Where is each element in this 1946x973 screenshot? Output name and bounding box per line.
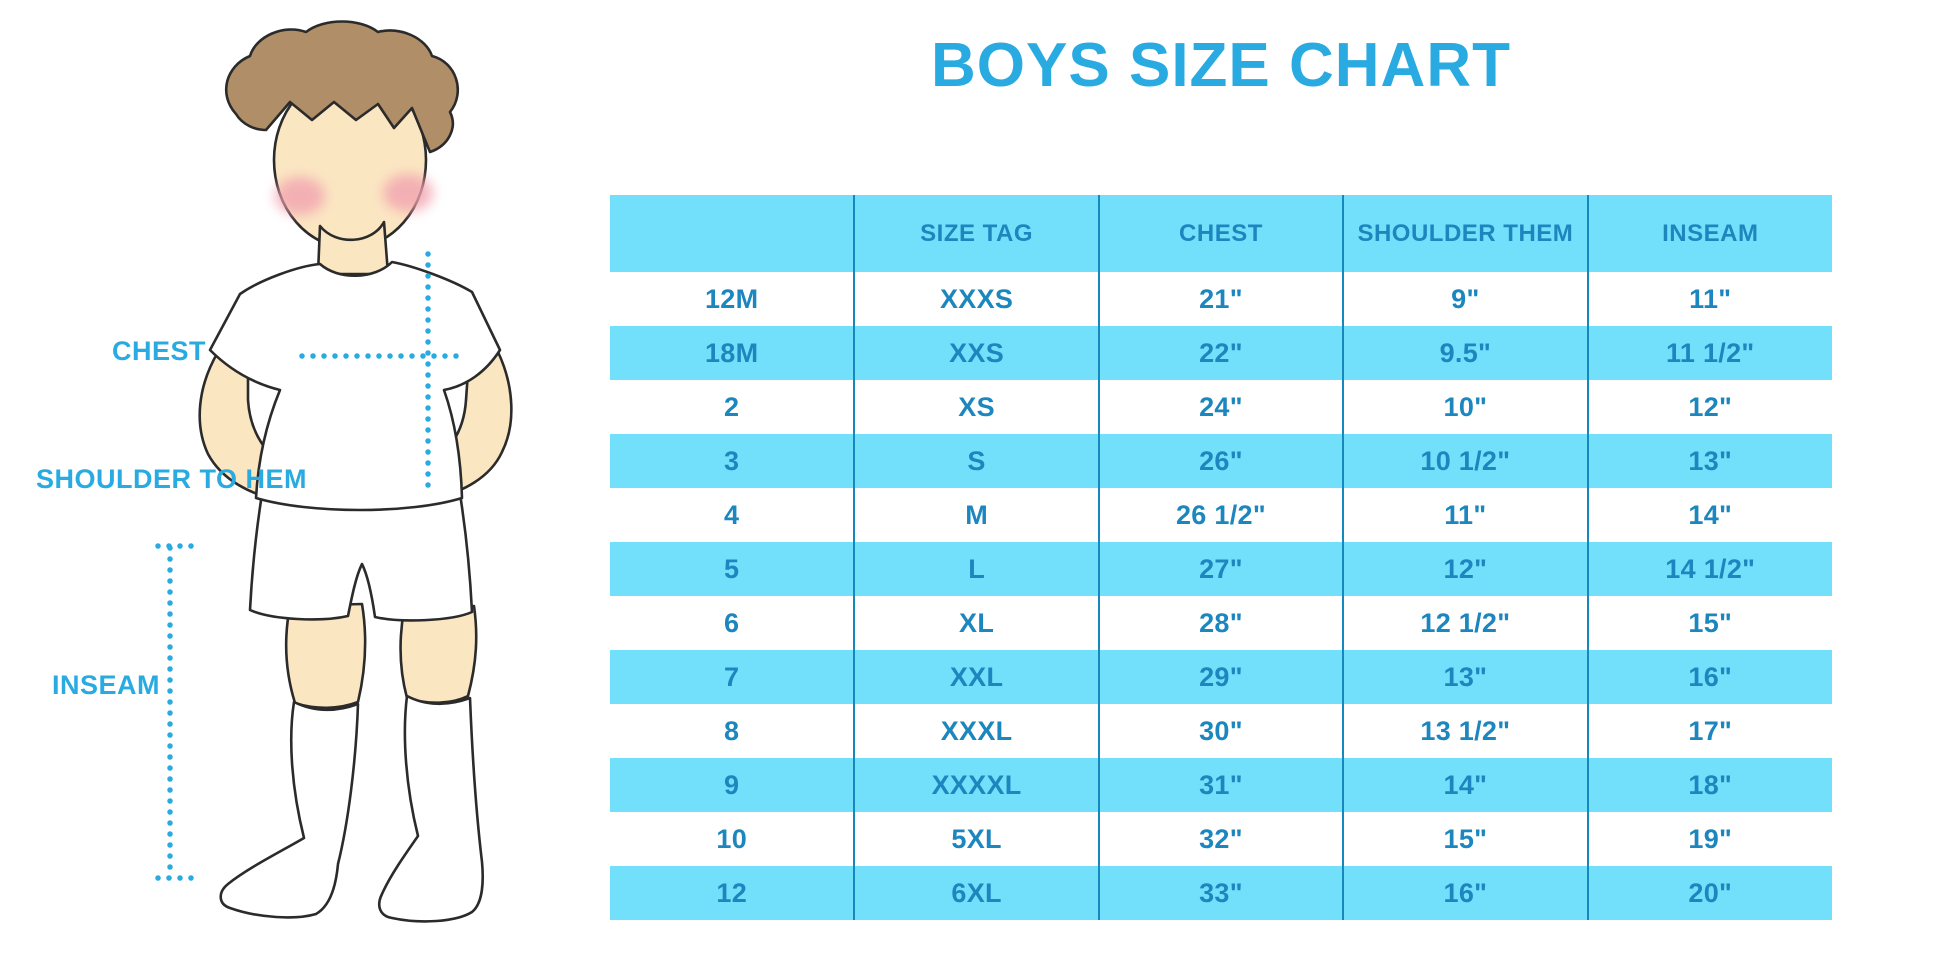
table-cell: XXS xyxy=(854,326,1100,380)
table-cell: 11" xyxy=(1343,488,1589,542)
table-cell: 11 1/2" xyxy=(1666,337,1755,368)
table-row: 9 XXXXL 31" 14" 18" xyxy=(610,758,1832,812)
table-cell: 16" xyxy=(1688,661,1733,692)
table-cell: 5 xyxy=(610,542,856,596)
table-cell: 26" xyxy=(1098,434,1345,488)
table-cell: 2 xyxy=(610,380,856,434)
table-cell: 24" xyxy=(1098,380,1345,434)
table-cell: XS xyxy=(854,380,1100,434)
table-cell: 9 xyxy=(610,758,856,812)
table-cell: 11" xyxy=(1689,283,1732,314)
page-title: BOYS SIZE CHART xyxy=(931,31,1511,100)
table-row: 3 S 26" 10 1/2" 13" xyxy=(610,434,1832,488)
table-row: 7 XXL 29" 13" 16" xyxy=(610,650,1832,704)
header-row: SIZE TAG CHEST SHOULDER THEM INSEAM xyxy=(610,195,1832,272)
table-cell: XXL xyxy=(854,650,1100,704)
table-cell: M xyxy=(854,488,1100,542)
col-header-shoulder-them: SHOULDER THEM xyxy=(1343,195,1589,272)
table-cell: 15" xyxy=(1343,812,1589,866)
table-cell: 13" xyxy=(1343,650,1589,704)
table-cell: 13 1/2" xyxy=(1343,704,1589,758)
shorts xyxy=(248,492,474,622)
table-row: 12 6XL 33" 16" 20" xyxy=(610,866,1832,920)
table-cell: 12M xyxy=(610,272,856,326)
table-cell: 10 xyxy=(610,812,856,866)
table-row: 18M XXS 22" 9.5" 11 1/2" xyxy=(610,326,1832,380)
table-row: 2 XS 24" 10" 12" xyxy=(610,380,1832,434)
shoulder-to-hem-label: SHOULDER TO HEM xyxy=(36,464,308,494)
size-chart-table-wrap: SIZE TAG CHEST SHOULDER THEM INSEAM 12M XXXS… xyxy=(610,195,1832,920)
legs xyxy=(284,602,478,710)
table-cell: 5XL xyxy=(854,812,1100,866)
measurement-lines xyxy=(155,251,466,881)
table-cell: 20" xyxy=(1688,877,1733,908)
table-cell: 8 xyxy=(610,704,856,758)
table-cell: 18" xyxy=(1688,769,1733,800)
table-cell: 28" xyxy=(1098,596,1345,650)
table-cell: 9.5" xyxy=(1343,326,1589,380)
hair xyxy=(224,20,460,154)
table-row: 10 5XL 32" 15" 19" xyxy=(610,812,1832,866)
cheek-left xyxy=(275,177,325,215)
table-cell: 14" xyxy=(1688,499,1733,530)
col-header-size-tag: SIZE TAG xyxy=(854,195,1100,272)
table-cell: XL xyxy=(854,596,1100,650)
table-cell: 6XL xyxy=(854,866,1100,920)
table-cell: 18M xyxy=(610,326,856,380)
col-header-inseam: INSEAM xyxy=(1662,219,1759,247)
measurement-illustration: CHEST SHOULDER TO HEM INSEAM xyxy=(0,0,520,973)
table-cell: 19" xyxy=(1688,823,1733,854)
table-cell: 15" xyxy=(1688,607,1733,638)
table-cell: 17" xyxy=(1688,715,1733,746)
table-cell: 7 xyxy=(610,650,856,704)
table-body: 12M XXXS 21" 9" 11" 18M XXS 22" 9.5" 11 1/2" 2 XS 24… xyxy=(610,272,1832,920)
table-row: 12M XXXS 21" 9" 11" xyxy=(610,272,1832,326)
cheek-right xyxy=(383,174,433,212)
table-cell: 30" xyxy=(1098,704,1345,758)
table-cell: 10 1/2" xyxy=(1343,434,1589,488)
table-cell: 12" xyxy=(1343,542,1589,596)
table-cell: 9" xyxy=(1343,272,1589,326)
table-cell: 26 1/2" xyxy=(1098,488,1345,542)
table-cell: XXXL xyxy=(854,704,1100,758)
table-cell: 10" xyxy=(1343,380,1589,434)
size-chart-table: SIZE TAG CHEST SHOULDER THEM INSEAM 12M XXXS… xyxy=(610,195,1832,920)
table-cell: S xyxy=(854,434,1100,488)
table-cell: 21" xyxy=(1098,272,1345,326)
inseam-label: INSEAM xyxy=(52,670,161,700)
table-cell: 12 xyxy=(610,866,856,920)
chest-label: CHEST xyxy=(112,336,207,366)
table-cell: XXXXL xyxy=(854,758,1100,812)
table-cell: 27" xyxy=(1098,542,1345,596)
col-header-blank xyxy=(610,195,856,272)
table-cell: 32" xyxy=(1098,812,1345,866)
table-cell: 12 1/2" xyxy=(1343,596,1589,650)
table-cell: 12" xyxy=(1688,391,1733,422)
table-cell: 14 1/2" xyxy=(1665,553,1756,584)
table-cell: 16" xyxy=(1343,866,1589,920)
col-header-chest: CHEST xyxy=(1098,195,1345,272)
table-cell: 31" xyxy=(1098,758,1345,812)
table-row: 5 L 27" 12" 14 1/2" xyxy=(610,542,1832,596)
boy-figure-drawing xyxy=(155,20,513,923)
table-cell: 29" xyxy=(1098,650,1345,704)
t-shirt xyxy=(208,260,502,512)
table-cell: L xyxy=(854,542,1100,596)
table-cell: 3 xyxy=(610,434,856,488)
table-header: SIZE TAG CHEST SHOULDER THEM INSEAM xyxy=(610,195,1832,272)
table-row: 6 XL 28" 12 1/2" 15" xyxy=(610,596,1832,650)
table-cell: 13" xyxy=(1688,445,1733,476)
table-cell: XXXS xyxy=(854,272,1100,326)
table-cell: 14" xyxy=(1343,758,1589,812)
table-cell: 33" xyxy=(1098,866,1345,920)
head xyxy=(224,20,460,276)
table-cell: 6 xyxy=(610,596,856,650)
table-cell: 4 xyxy=(610,488,856,542)
socks xyxy=(219,694,484,923)
table-cell: 22" xyxy=(1098,326,1345,380)
table-row: 8 XXXL 30" 13 1/2" 17" xyxy=(610,704,1832,758)
table-row: 4 M 26 1/2" 11" 14" xyxy=(610,488,1832,542)
neck xyxy=(316,220,390,276)
